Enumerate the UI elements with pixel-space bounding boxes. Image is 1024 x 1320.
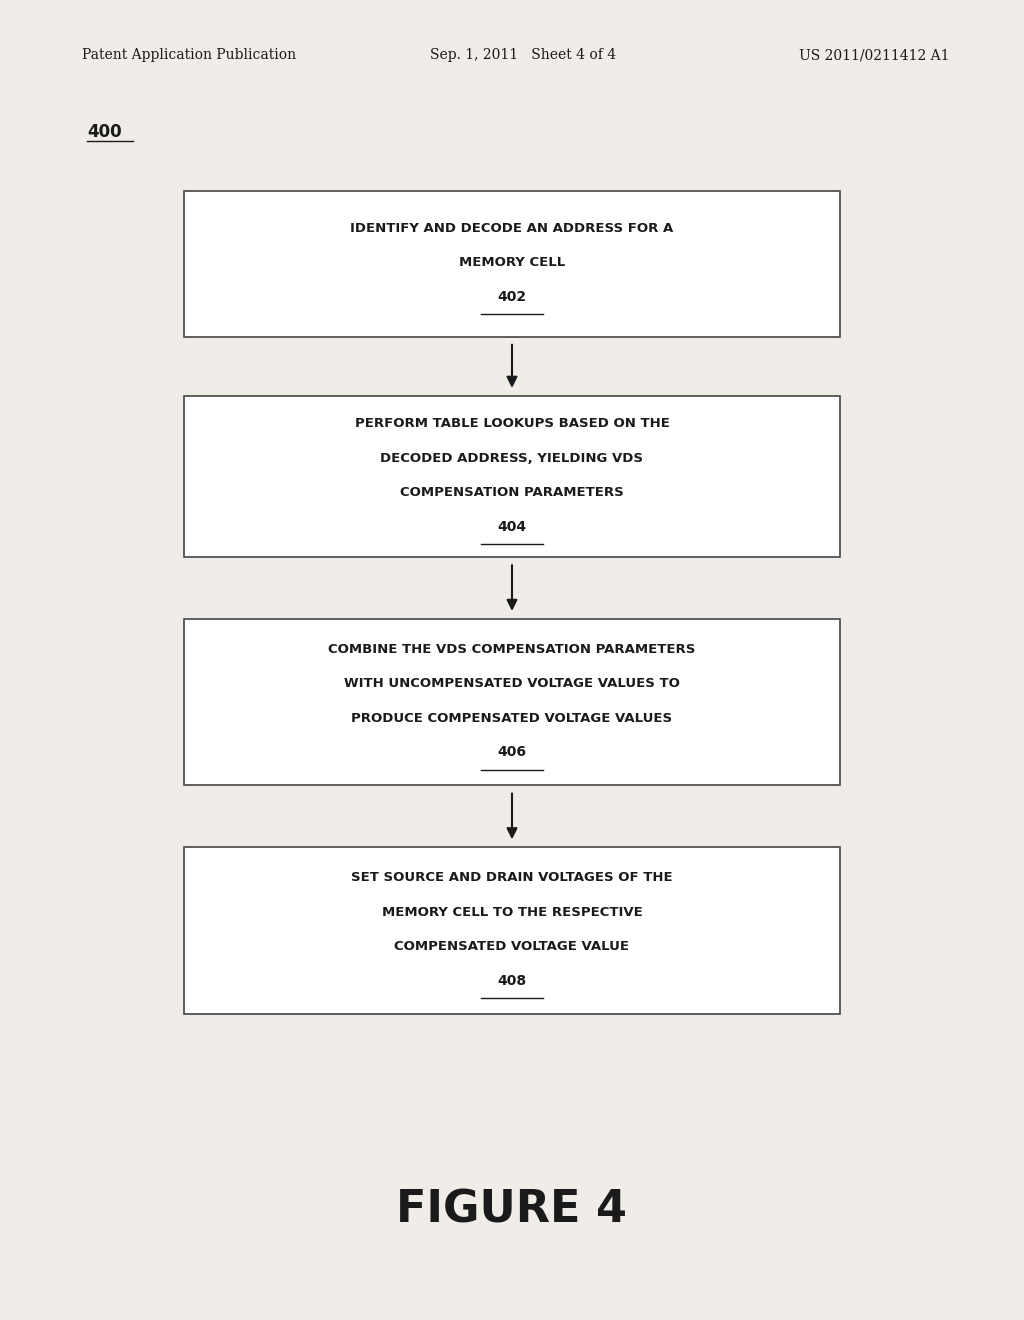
- FancyBboxPatch shape: [184, 619, 840, 785]
- Text: US 2011/0211412 A1: US 2011/0211412 A1: [799, 49, 949, 62]
- Text: DECODED ADDRESS, YIELDING VDS: DECODED ADDRESS, YIELDING VDS: [381, 451, 643, 465]
- FancyBboxPatch shape: [184, 191, 840, 337]
- Text: 400: 400: [87, 123, 122, 141]
- Text: 402: 402: [498, 290, 526, 304]
- Text: COMPENSATION PARAMETERS: COMPENSATION PARAMETERS: [400, 486, 624, 499]
- Text: PERFORM TABLE LOOKUPS BASED ON THE: PERFORM TABLE LOOKUPS BASED ON THE: [354, 417, 670, 430]
- Text: Patent Application Publication: Patent Application Publication: [82, 49, 296, 62]
- Text: 406: 406: [498, 746, 526, 759]
- Text: FIGURE 4: FIGURE 4: [396, 1189, 628, 1232]
- Text: MEMORY CELL TO THE RESPECTIVE: MEMORY CELL TO THE RESPECTIVE: [382, 906, 642, 919]
- Text: 404: 404: [498, 520, 526, 533]
- Text: Sep. 1, 2011   Sheet 4 of 4: Sep. 1, 2011 Sheet 4 of 4: [430, 49, 616, 62]
- Text: SET SOURCE AND DRAIN VOLTAGES OF THE: SET SOURCE AND DRAIN VOLTAGES OF THE: [351, 871, 673, 884]
- Text: MEMORY CELL: MEMORY CELL: [459, 256, 565, 269]
- Text: WITH UNCOMPENSATED VOLTAGE VALUES TO: WITH UNCOMPENSATED VOLTAGE VALUES TO: [344, 677, 680, 690]
- Text: PRODUCE COMPENSATED VOLTAGE VALUES: PRODUCE COMPENSATED VOLTAGE VALUES: [351, 711, 673, 725]
- Text: COMBINE THE VDS COMPENSATION PARAMETERS: COMBINE THE VDS COMPENSATION PARAMETERS: [329, 643, 695, 656]
- FancyBboxPatch shape: [184, 847, 840, 1014]
- Text: COMPENSATED VOLTAGE VALUE: COMPENSATED VOLTAGE VALUE: [394, 940, 630, 953]
- FancyBboxPatch shape: [184, 396, 840, 557]
- Text: IDENTIFY AND DECODE AN ADDRESS FOR A: IDENTIFY AND DECODE AN ADDRESS FOR A: [350, 222, 674, 235]
- Text: 408: 408: [498, 974, 526, 987]
